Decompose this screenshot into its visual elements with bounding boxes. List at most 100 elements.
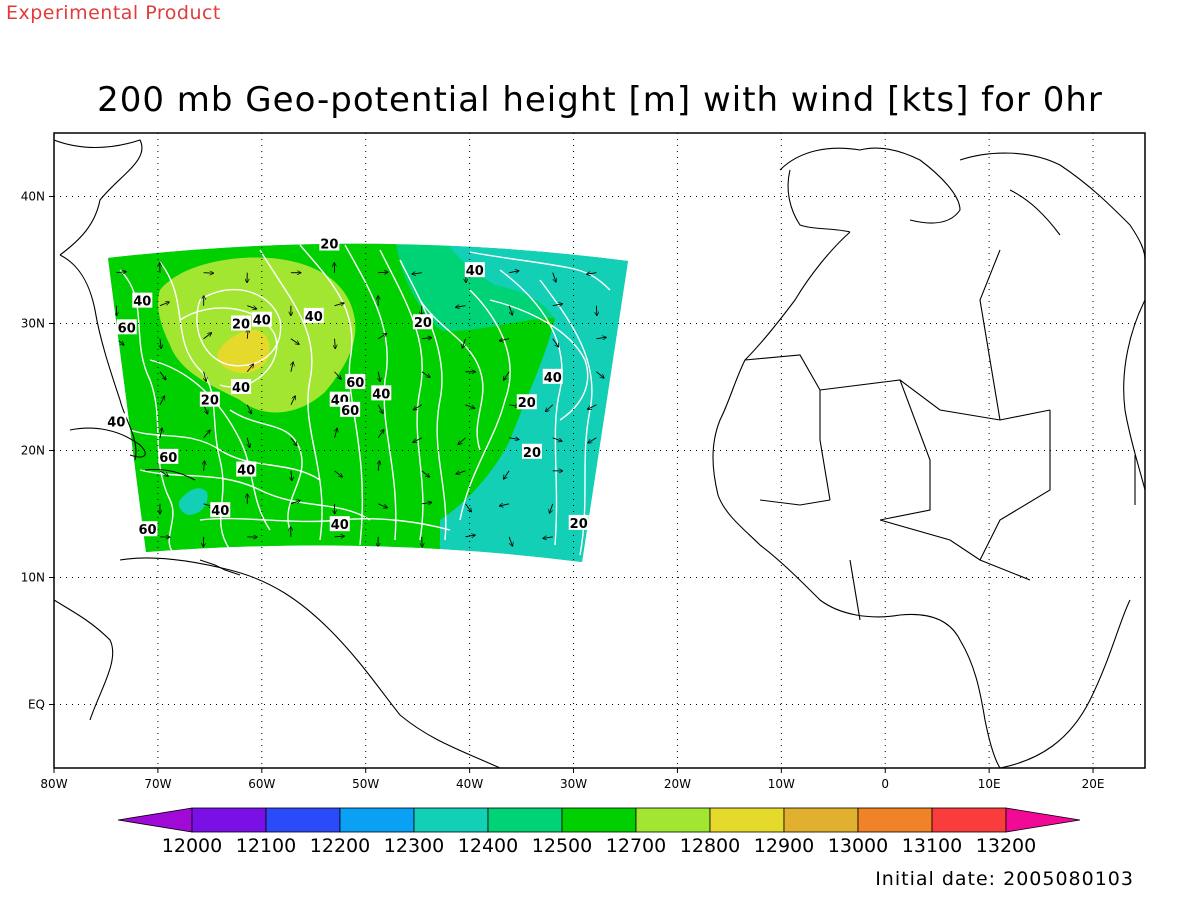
wind-arrow	[543, 537, 553, 539]
wind-arrow	[291, 470, 292, 481]
contour-label-box	[132, 292, 153, 308]
wind-arrow	[160, 428, 162, 438]
colorbar-label: 13200	[976, 835, 1036, 857]
coastline-segment	[979, 249, 1001, 421]
coastline-segment	[779, 147, 961, 224]
wind-arrow	[246, 404, 251, 414]
lat-tick-label: 40N	[21, 190, 45, 204]
contour-label-text: 40	[466, 264, 484, 279]
wind-arrow	[499, 504, 510, 506]
contour-label: 60	[116, 319, 137, 336]
contour-label: 20	[516, 394, 537, 411]
contour-label: 40	[106, 413, 127, 430]
wind-arrow	[290, 338, 299, 345]
wind-arrow	[596, 503, 606, 504]
wind-arrow	[290, 396, 295, 405]
colorbar-segment	[191, 807, 267, 833]
wind-arrow	[549, 503, 554, 513]
contour-label-text: 20	[414, 316, 432, 331]
contour-label-text: 20	[201, 394, 219, 409]
coastline-segment	[54, 139, 143, 256]
wind-arrow	[413, 437, 423, 443]
isotach-contour	[459, 289, 511, 521]
isotach-contour	[399, 259, 447, 541]
wind-arrow	[378, 272, 388, 273]
colorbar: 12000 12100 12200 12300 12400 12500 12700 12800…	[117, 807, 1081, 857]
wind-arrow	[412, 273, 422, 274]
wind-arrow	[465, 404, 474, 409]
wind-arrow	[545, 404, 554, 412]
contour-label-text: 20	[232, 318, 250, 333]
isotach-contour	[489, 299, 589, 421]
contour-label-box	[319, 235, 340, 251]
wind-arrow	[335, 338, 336, 349]
wind-arrow	[509, 438, 519, 440]
contour-label-box	[464, 262, 485, 278]
lon-tick-label: 20E	[1082, 777, 1105, 791]
contour-label: 20	[199, 391, 220, 409]
contour-label-box	[210, 502, 231, 518]
wind-arrow	[116, 362, 119, 372]
isotach-contour	[149, 359, 271, 531]
coastline-segment	[999, 599, 1131, 768]
wind-arrow	[116, 501, 126, 503]
colorbar-label: 12700	[606, 835, 666, 857]
contour-label-text: 40	[237, 464, 255, 479]
wind-arrow	[378, 371, 380, 382]
colorbar-segment	[635, 807, 711, 833]
wind-arrow	[159, 396, 165, 405]
contour-label: 40	[231, 379, 252, 396]
coastline-segment	[59, 254, 137, 461]
contour-label: 40	[132, 292, 153, 310]
contour-label: 40	[329, 516, 350, 533]
contour-label-box	[199, 391, 220, 407]
coastline-segment	[879, 379, 931, 521]
wind-arrow	[503, 470, 510, 479]
lon-tick-label: 20W	[664, 777, 691, 791]
contour-label-text: 60	[118, 321, 136, 336]
coastline-segment	[119, 557, 501, 768]
coastline-segment	[819, 379, 1051, 421]
coastline-segment	[849, 559, 861, 621]
initial-date: Initial date: 2005080103	[875, 868, 1134, 890]
colorbar-segment	[561, 807, 637, 833]
contour-label-box	[106, 413, 127, 429]
wind-arrow	[159, 302, 169, 307]
contour-label-box	[516, 394, 537, 410]
contour-label-box	[158, 448, 179, 464]
wind-arrow	[246, 364, 253, 373]
wind-arrow	[456, 306, 466, 308]
contour-label: 20	[568, 514, 589, 532]
colorbar-segment	[487, 807, 563, 833]
wind-arrow	[504, 371, 510, 380]
contour-label-box	[542, 368, 563, 384]
wind-arrow	[588, 437, 597, 443]
contour-label-text: 40	[305, 310, 323, 325]
colorbar-label: 12300	[384, 835, 444, 857]
contour-label-box	[116, 319, 137, 335]
map-axes: 80W 70W 60W 50W 40W 30W 20W 10W 0 10E 20E 40N 30N 20N…	[21, 190, 1105, 792]
coastlines	[54, 139, 1145, 768]
wind-arrow	[247, 437, 249, 448]
wind-arrow	[159, 470, 168, 476]
coastline-segment	[787, 169, 851, 233]
coastline-segment	[759, 499, 831, 506]
lon-tick-label: 10W	[768, 777, 795, 791]
colorbar-label: 12400	[458, 835, 518, 857]
contour-label-box	[137, 521, 158, 537]
coastline-segment	[712, 231, 851, 546]
contour-label: 60	[340, 401, 361, 419]
wind-arrow	[204, 461, 205, 471]
coastline-segment	[759, 544, 1001, 768]
contour-label-box	[231, 315, 252, 331]
wind-arrow	[465, 503, 471, 512]
wind-arrow	[596, 371, 604, 378]
colorbar-label: 12100	[236, 835, 296, 857]
isotach-contour	[419, 299, 484, 451]
contour-label-text: 40	[232, 381, 250, 396]
contour-label-box	[412, 314, 433, 330]
coastline-segment	[1009, 189, 1061, 236]
wind-arrow	[378, 461, 379, 471]
contour-label-text: 20	[523, 446, 541, 461]
